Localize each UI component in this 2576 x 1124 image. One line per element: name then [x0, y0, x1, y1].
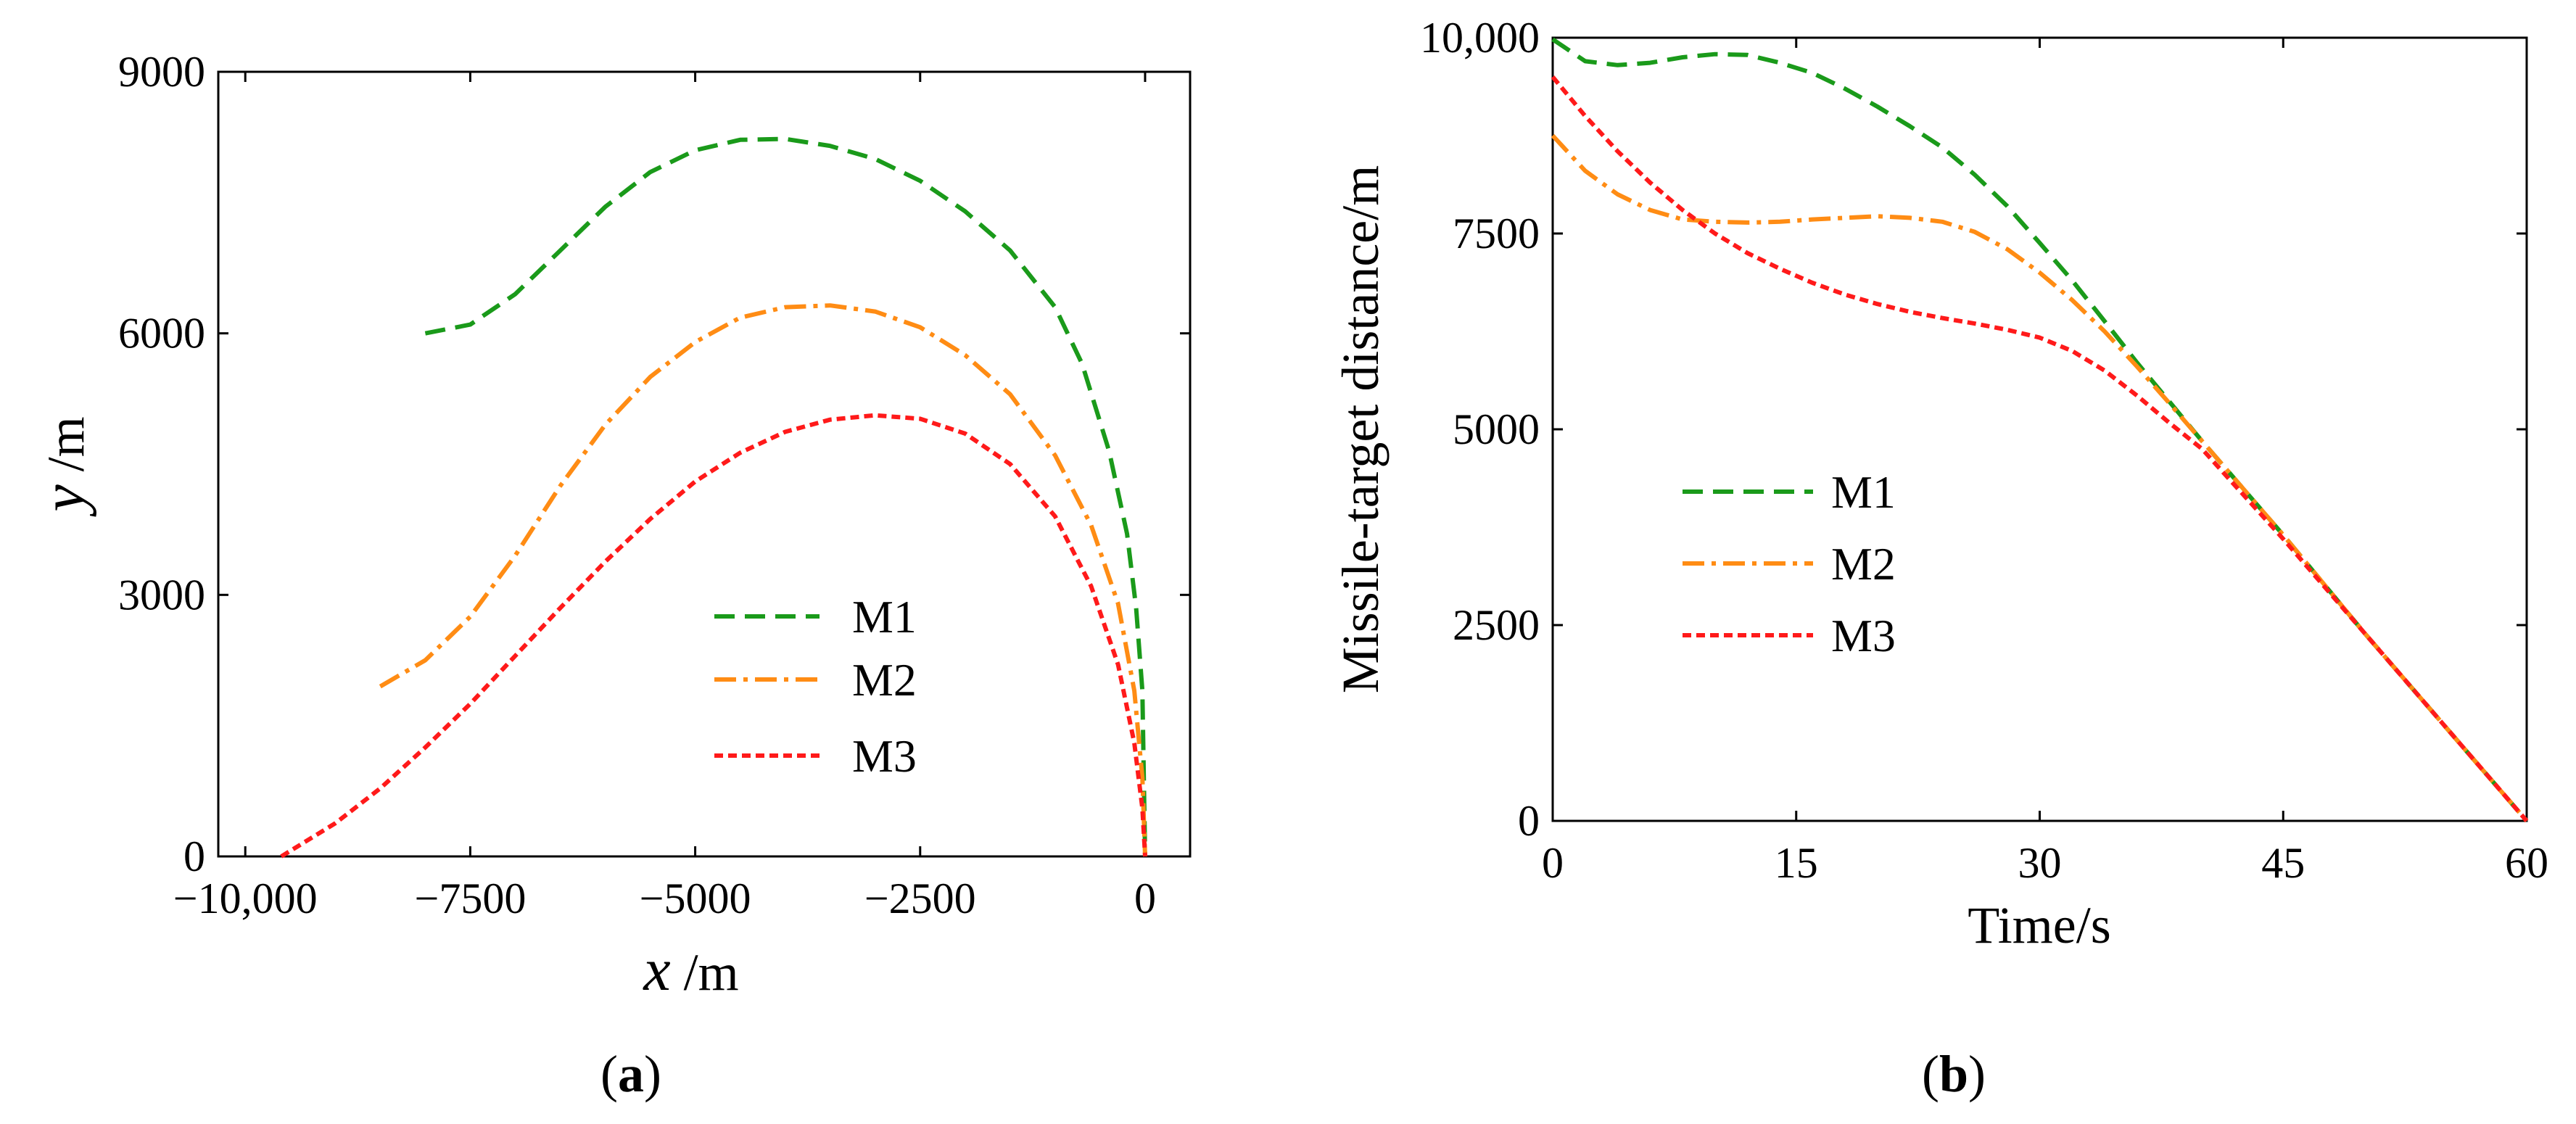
chart-b-y-tick-label: 5000: [1453, 405, 1540, 453]
chart-b-series: [1551, 37, 2529, 822]
chart-a-x-var: x: [642, 936, 670, 1004]
chart-a-y-var: y: [30, 484, 97, 518]
chart-a-x-axis-label: x /m: [642, 936, 738, 1004]
chart-b-legend-label-m1: M1: [1831, 466, 1896, 518]
panel-label-a-letter: a: [618, 1045, 644, 1103]
chart-b-x-tick-label: 15: [1775, 839, 1818, 887]
chart-a-series-m1: [424, 136, 1147, 857]
chart-b-y-tick-label: 0: [1518, 797, 1540, 845]
chart-b-x-ticks: 0 15 30 45 60: [1542, 38, 2548, 887]
chart-a-legend-label-m1: M1: [852, 591, 917, 642]
chart-a-y-axis-label: y /m: [30, 416, 97, 517]
chart-b-series-m1: [1551, 37, 2529, 822]
chart-b-y-tick-label: 2500: [1453, 601, 1540, 649]
panel-label-a: (a): [600, 1045, 661, 1103]
panel-label-b: (b): [1922, 1045, 1986, 1103]
chart-a-legend: M1 M2 M3: [714, 591, 917, 782]
chart-b-y-axis-label: Missile-target distance/m: [1332, 165, 1390, 694]
chart-a-x-tick-label: −5000: [640, 875, 751, 922]
chart-b-x-tick-label: 60: [2505, 839, 2548, 887]
chart-b-legend: M1 M2 M3: [1683, 466, 1896, 661]
chart-b-legend-label-m3: M3: [1831, 610, 1896, 661]
chart-a-x-ticks: −10,000 −7500 −5000 −2500 0: [173, 72, 1156, 922]
chart-b-plot-frame: [1551, 36, 2528, 822]
chart-a-legend-label-m3: M3: [852, 730, 917, 782]
chart-a-y-tick-label: 9000: [118, 48, 205, 96]
chart-a-y-tick-label: 0: [183, 832, 205, 880]
chart-b-legend-label-m2: M2: [1831, 538, 1896, 590]
chart-b-y-tick-label: 7500: [1453, 210, 1540, 257]
chart-a-y-tick-label: 3000: [118, 571, 205, 619]
chart-a-x-tick-label: −2500: [864, 875, 976, 922]
chart-b-x-axis-label: Time/s: [1968, 896, 2110, 954]
chart-b-y-ticks: 0 2500 5000 7500 10,000: [1420, 14, 2527, 845]
chart-a-series-m2: [379, 303, 1147, 857]
chart-a-x-tick-label: 0: [1134, 875, 1156, 922]
chart-a-series: [280, 136, 1147, 859]
chart-a-y-ticks: 0 3000 6000 9000: [118, 48, 1190, 880]
panel-label-b-letter: b: [1939, 1045, 1968, 1103]
chart-a-x-tick-label: −7500: [414, 875, 526, 922]
chart-b: 0 15 30 45 60 0 2500 5000 7500 10,000 Time/s Mis…: [1332, 14, 2548, 1103]
chart-b-x-tick-label: 30: [2018, 839, 2062, 887]
chart-a-y-tick-label: 6000: [118, 310, 205, 358]
chart-a-plot-frame: [217, 70, 1192, 858]
chart-a-x-unit: /m: [671, 943, 739, 1001]
chart-a-y-unit: /m: [37, 416, 95, 484]
chart-a: −10,000 −7500 −5000 −2500 0 0 3000 6000 9000 x …: [30, 48, 1192, 1103]
chart-a-x-tick-label: −10,000: [173, 875, 318, 922]
chart-b-series-m3: [1551, 75, 2529, 822]
chart-b-x-tick-label: 45: [2261, 839, 2305, 887]
chart-b-y-tick-label: 10,000: [1420, 14, 1540, 62]
chart-b-series-m2: [1551, 133, 2529, 822]
chart-b-x-tick-label: 0: [1542, 839, 1564, 887]
chart-a-legend-label-m2: M2: [852, 654, 917, 706]
chart-a-series-m3: [280, 413, 1147, 859]
